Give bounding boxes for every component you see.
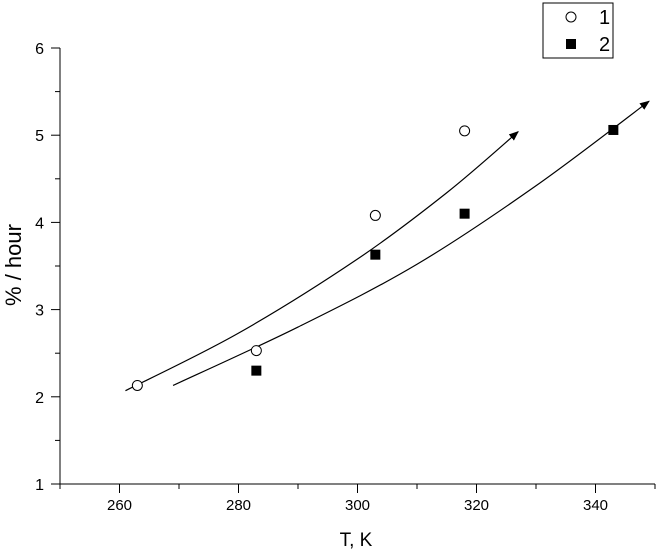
data-point-series-2 (608, 124, 619, 135)
y-tick-label: 2 (35, 390, 44, 407)
data-point-series-2 (459, 208, 470, 219)
data-point-series-1 (131, 379, 143, 391)
legend-label-series-1: 1 (599, 7, 610, 29)
data-point-series-1 (369, 209, 381, 221)
x-tick-label: 280 (226, 497, 251, 514)
data-points (131, 124, 619, 391)
data-point-series-2 (370, 249, 381, 260)
y-tick-label: 1 (35, 477, 44, 494)
x-tick-label: 300 (345, 497, 370, 514)
y-ticks: 1 2 3 4 5 6 (35, 41, 60, 494)
y-tick-label: 4 (35, 215, 44, 232)
y-axis-label: % / hour (1, 224, 26, 306)
legend-box (542, 2, 614, 59)
data-point-series-1 (250, 345, 262, 357)
trend-line-series-2 (172, 100, 650, 387)
y-tick-label: 5 (35, 128, 44, 145)
legend-marker-series-1 (565, 11, 577, 23)
legend-marker-series-2 (566, 39, 576, 49)
trend-lines (125, 100, 650, 392)
data-point-series-1 (459, 125, 471, 137)
data-point-series-2 (251, 365, 262, 376)
x-tick-label: 340 (583, 497, 608, 514)
legend-label-series-2: 2 (599, 34, 610, 56)
legend: 12 (542, 2, 614, 59)
trend-line-series-1 (125, 131, 519, 392)
x-axis-label: T, K (340, 530, 373, 550)
x-ticks: 260 280 300 320 340 (59, 484, 656, 514)
x-tick-label: 320 (464, 497, 489, 514)
x-tick-label: 260 (107, 497, 132, 514)
y-tick-label: 3 (35, 303, 44, 320)
y-tick-label: 6 (35, 41, 44, 58)
